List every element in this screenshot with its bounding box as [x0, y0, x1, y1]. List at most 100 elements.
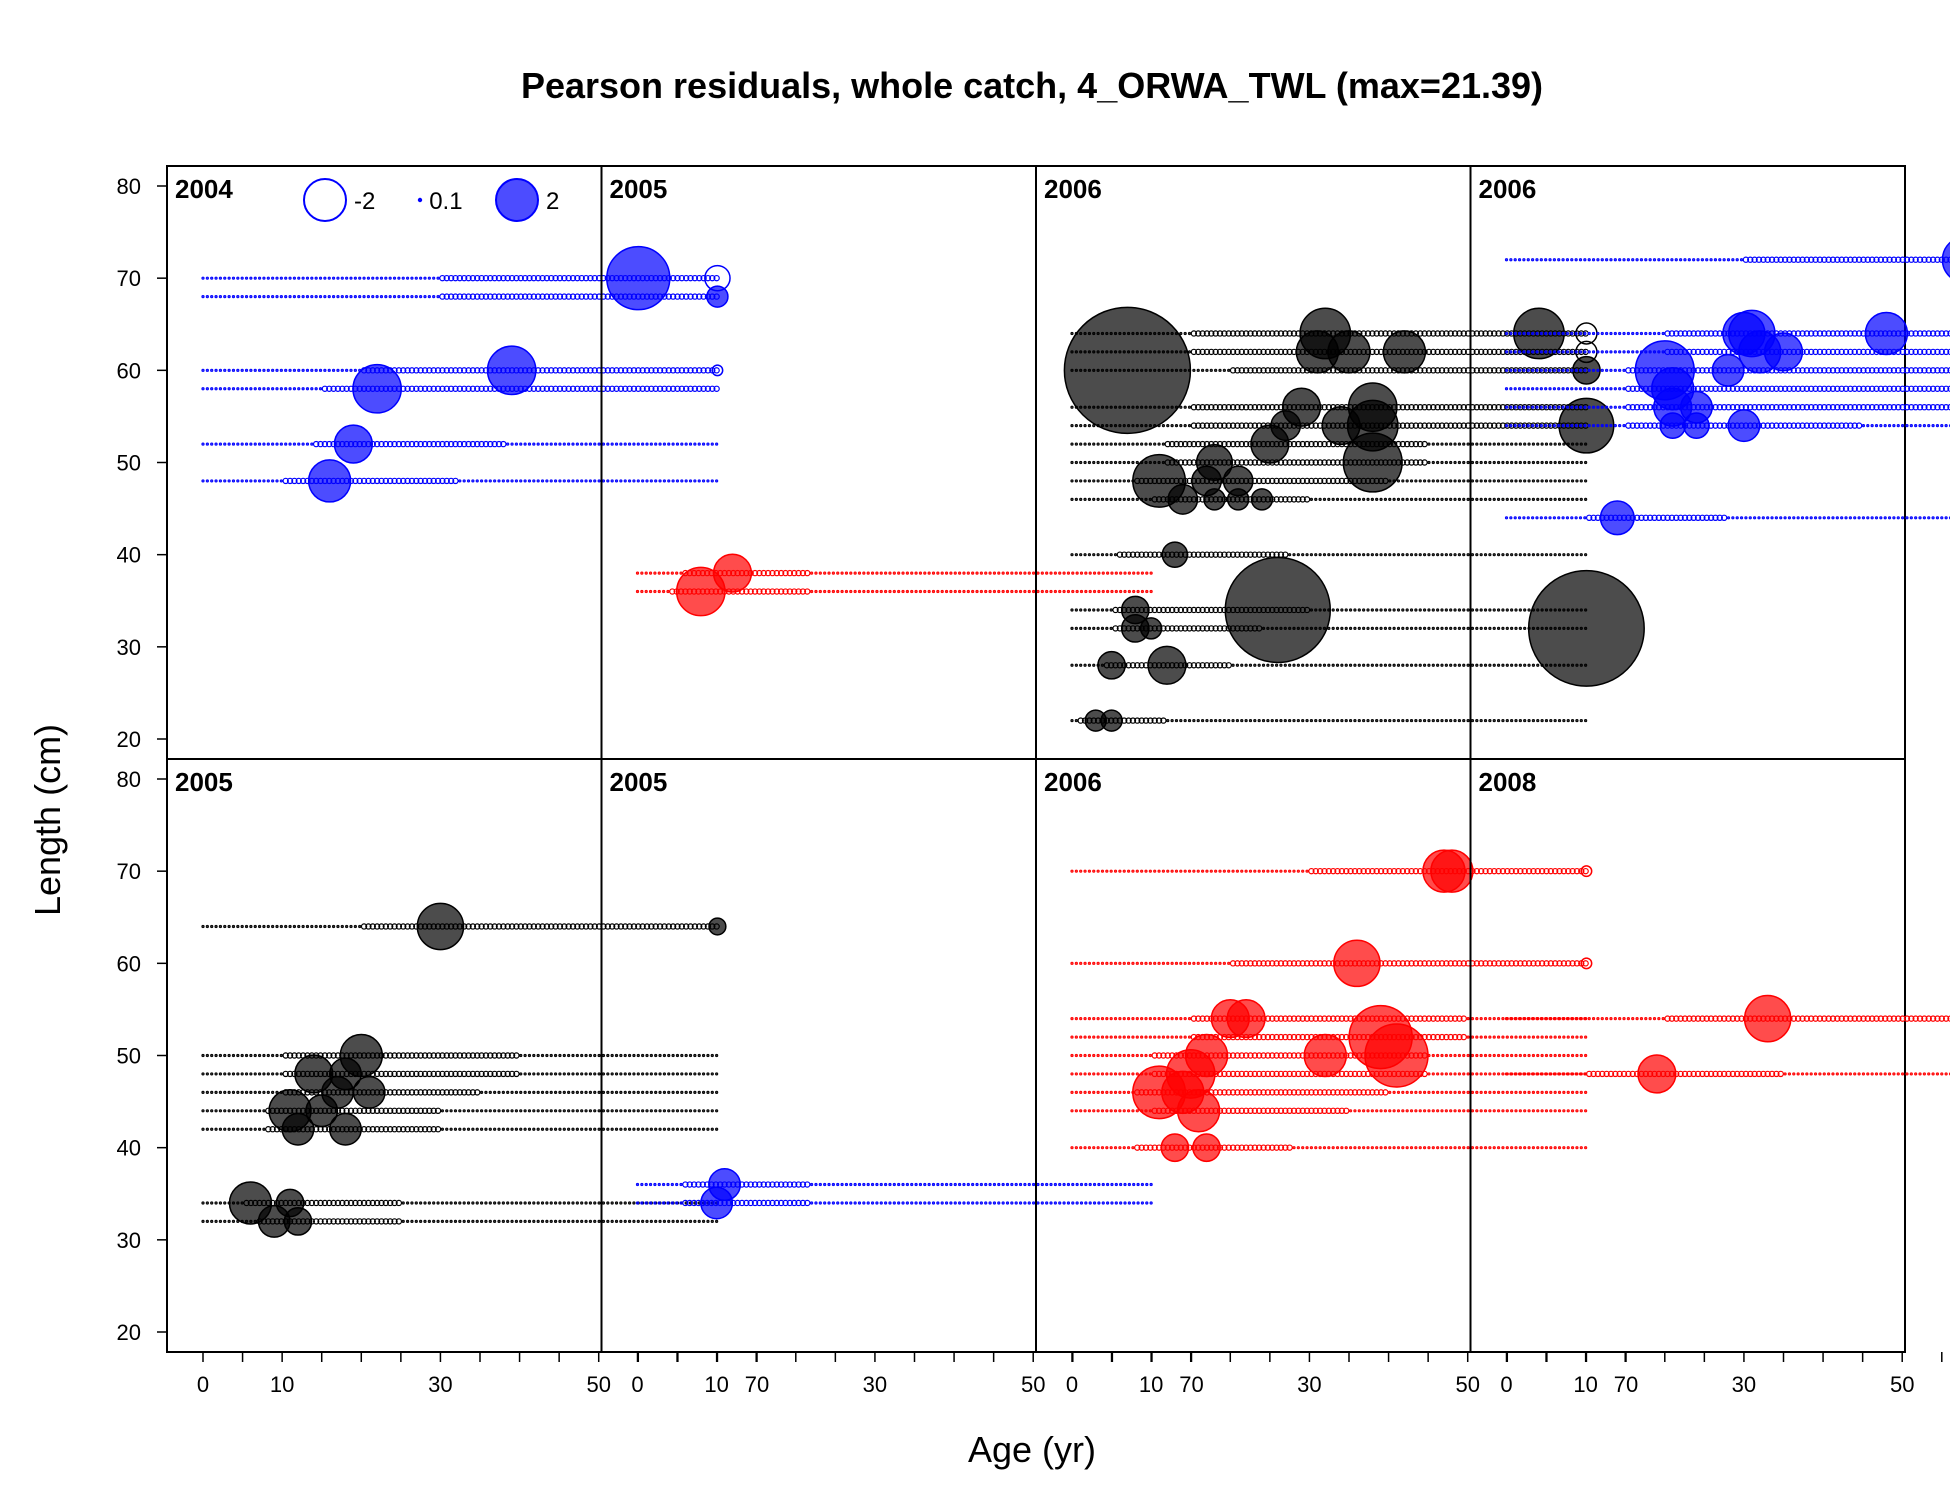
residual-point [619, 1201, 623, 1205]
residual-point [671, 442, 675, 446]
residual-point [610, 1053, 614, 1058]
residual-point [1366, 553, 1370, 557]
residual-point [1491, 404, 1498, 411]
residual-point [1214, 368, 1218, 372]
residual-point [1190, 440, 1198, 448]
residual-point [1396, 718, 1401, 723]
residual-point [661, 293, 668, 300]
residual-point [1181, 440, 1189, 448]
residual-point [1513, 516, 1517, 520]
residual-point [1229, 404, 1237, 411]
residual-point [1105, 460, 1109, 465]
residual-point [1440, 718, 1444, 723]
residual-point [1488, 497, 1492, 501]
residual-point [645, 1219, 649, 1224]
residual-point [1925, 330, 1932, 337]
residual-point [1183, 331, 1187, 336]
residual-point [1942, 330, 1950, 337]
residual-point [795, 1199, 802, 1207]
residual-point [1375, 553, 1379, 557]
residual-point [465, 1052, 472, 1059]
residual-point [1227, 368, 1231, 372]
residual-point [691, 367, 699, 374]
residual-point [1613, 350, 1617, 354]
residual-point [427, 1219, 431, 1224]
residual-point [1583, 405, 1587, 409]
residual-point [1270, 663, 1274, 667]
residual-point [931, 1182, 936, 1187]
residual-point [966, 1182, 970, 1187]
residual-point [593, 1053, 597, 1058]
residual-point [1316, 867, 1324, 875]
residual-point [1535, 350, 1539, 354]
residual-point [975, 1182, 979, 1187]
residual-point [635, 385, 642, 392]
residual-point [1518, 497, 1522, 501]
residual-point [632, 1127, 636, 1131]
residual-point [1436, 442, 1440, 446]
residual-point [1509, 387, 1513, 391]
residual-point [949, 571, 953, 575]
residual-point [495, 923, 503, 930]
residual-point [1522, 368, 1526, 372]
residual-point [421, 1126, 429, 1133]
residual-point [701, 1053, 706, 1058]
residual-point [1431, 442, 1435, 446]
residual-point [1787, 516, 1792, 520]
residual-point [419, 1201, 423, 1205]
residual-point [426, 1089, 433, 1096]
residual-point [1414, 479, 1418, 483]
residual-point [1214, 869, 1218, 873]
residual-point [1417, 404, 1424, 411]
residual-point [1584, 718, 1588, 723]
residual-point [1070, 331, 1074, 336]
residual-point [623, 1127, 627, 1131]
residual-point [1703, 348, 1710, 356]
residual-point [553, 1127, 558, 1131]
residual-point [257, 442, 262, 446]
residual-point [360, 1199, 368, 1207]
residual-bubble [1097, 650, 1126, 680]
residual-point [706, 442, 710, 446]
residual-bubble [1527, 569, 1645, 687]
residual-point [1157, 424, 1161, 428]
residual-point [1434, 422, 1441, 429]
residual-point [1427, 553, 1431, 557]
residual-point [401, 276, 405, 280]
residual-point [1066, 589, 1071, 594]
residual-point [1079, 553, 1083, 557]
residual-point [1431, 663, 1435, 667]
residual-point [1274, 718, 1279, 723]
residual-point [1140, 589, 1145, 594]
residual-point [1401, 553, 1405, 557]
residual-point [671, 1219, 675, 1224]
residual-point [549, 1219, 553, 1224]
residual-point [1518, 663, 1522, 667]
residual-point [1205, 718, 1209, 723]
residual-point [870, 1201, 875, 1205]
residual-point [1344, 497, 1348, 501]
residual-point [456, 1089, 464, 1096]
residual-point [1288, 626, 1292, 631]
residual-point [523, 1053, 527, 1058]
residual-point [284, 442, 288, 446]
residual-point [649, 1090, 653, 1094]
residual-point [678, 385, 686, 392]
residual-point [240, 1053, 244, 1058]
residual-point [1482, 348, 1489, 356]
residual-point [430, 385, 437, 392]
residual-point [427, 276, 431, 280]
residual-point [653, 571, 657, 575]
residual-point [1584, 460, 1588, 465]
residual-bubble [1711, 353, 1745, 387]
residual-point [1531, 387, 1535, 391]
residual-point [777, 1181, 785, 1188]
residual-point [713, 385, 720, 392]
residual-point [543, 367, 551, 374]
residual-point [400, 1089, 407, 1096]
residual-point [514, 1109, 519, 1113]
panel: 2006 [1035, 165, 1645, 760]
residual-point [606, 1201, 610, 1205]
residual-point [201, 387, 205, 391]
residual-point [1331, 663, 1335, 667]
